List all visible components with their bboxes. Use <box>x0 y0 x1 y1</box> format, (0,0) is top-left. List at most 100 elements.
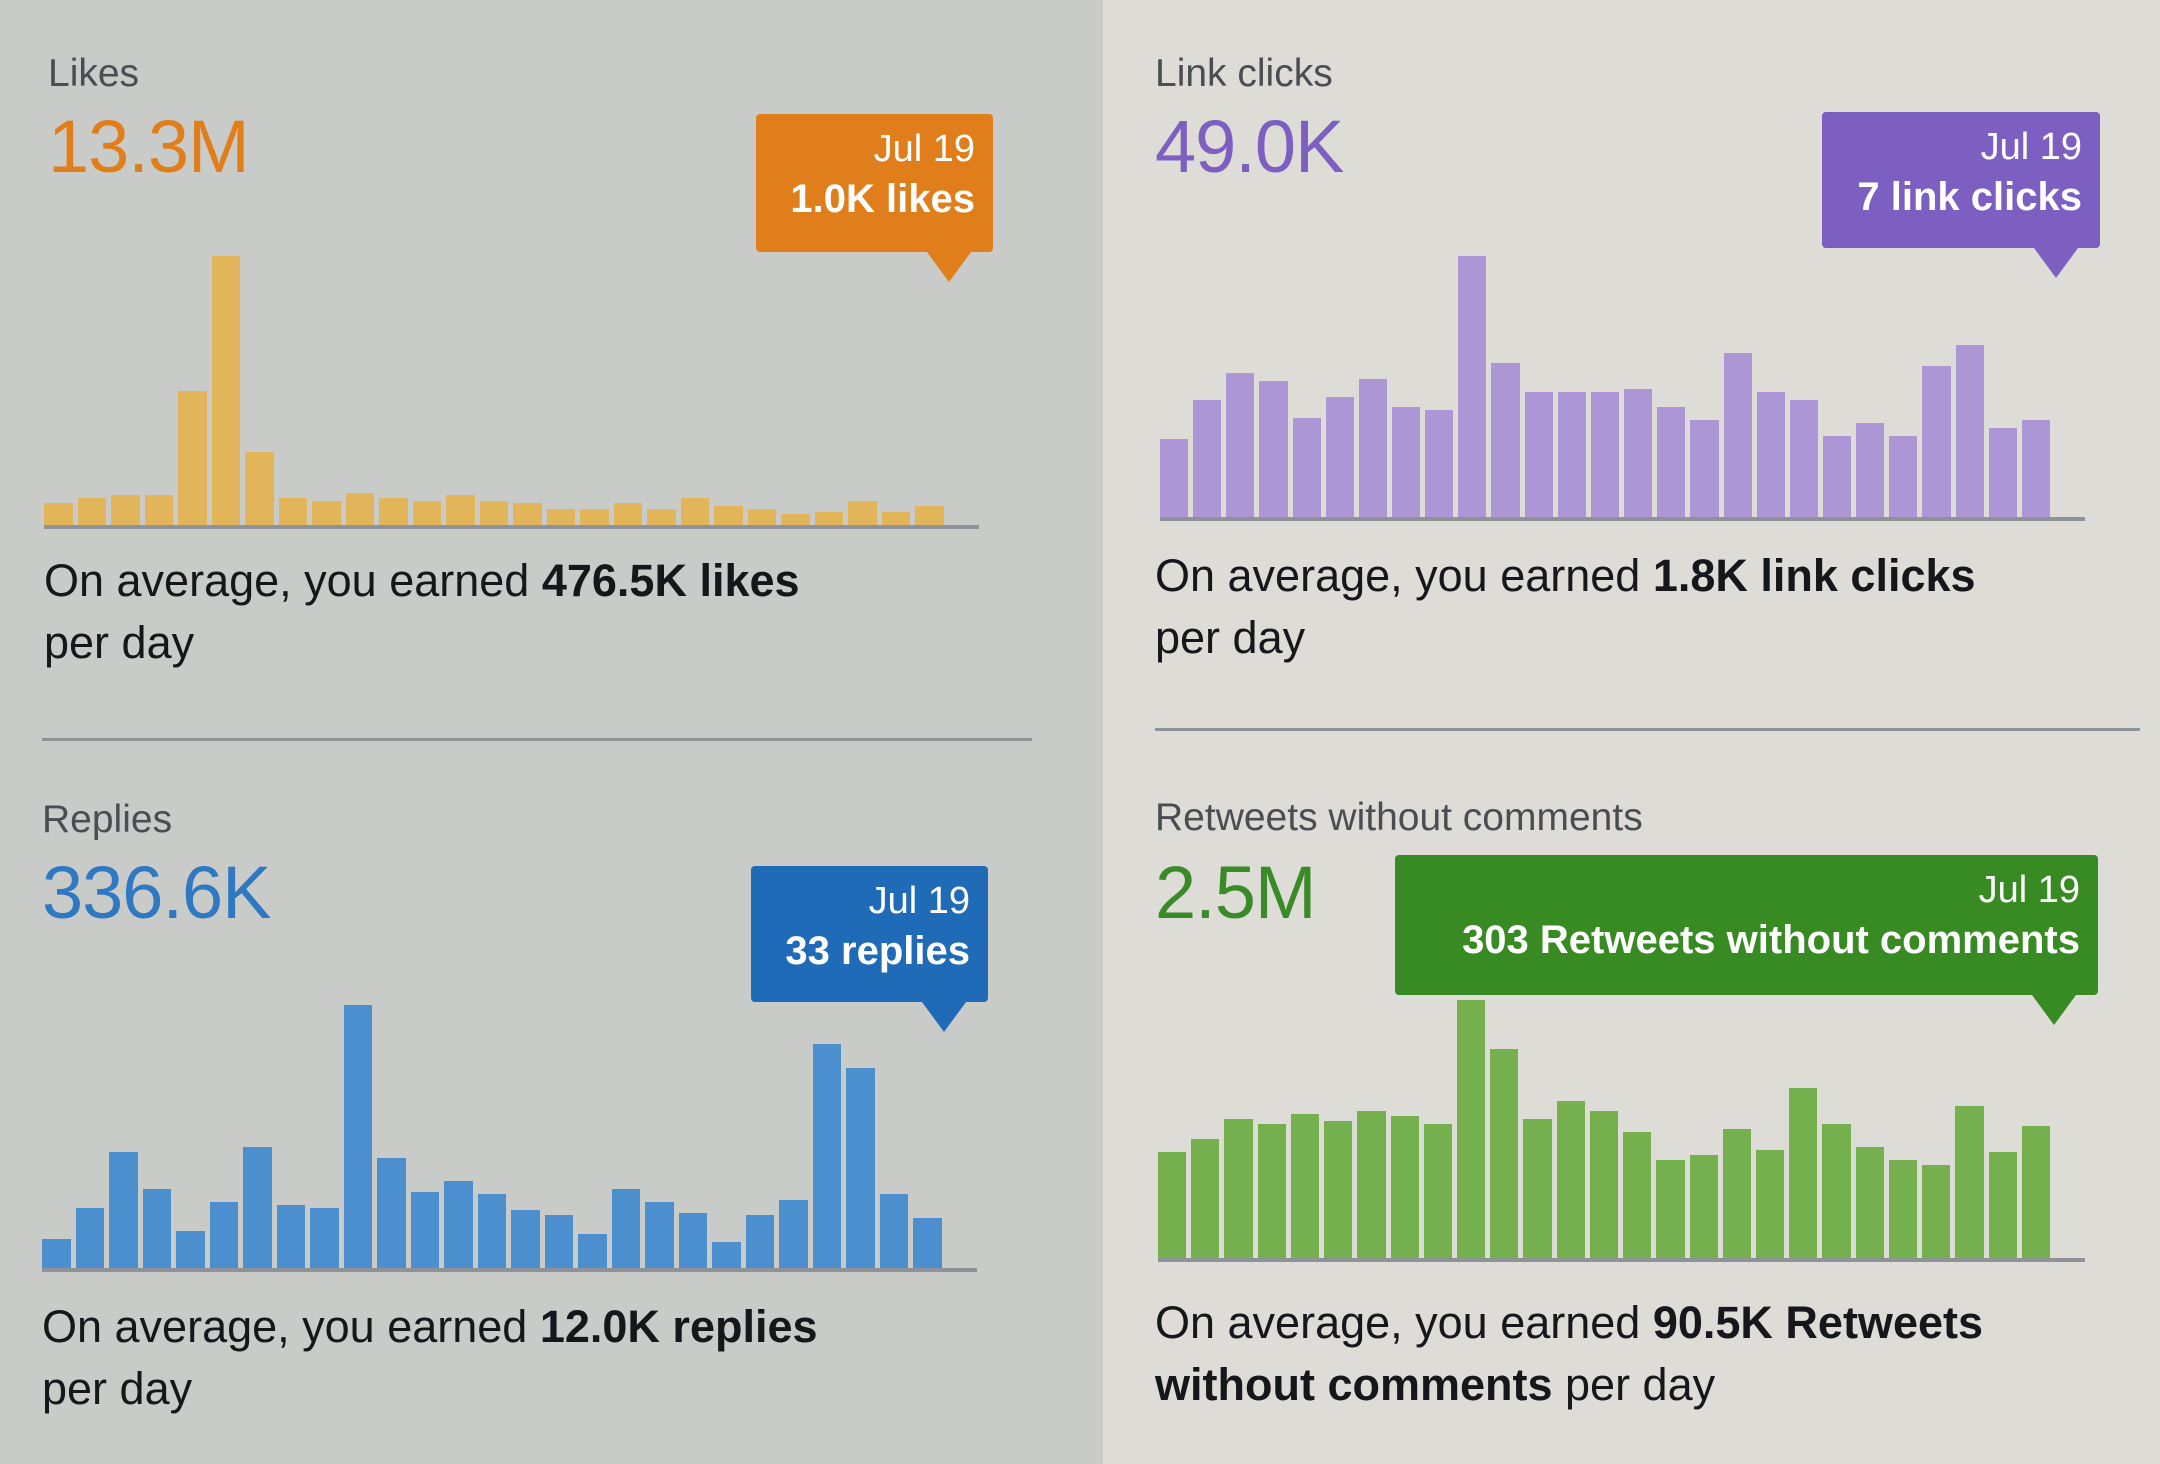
bar[interactable] <box>1524 391 1553 517</box>
bar[interactable] <box>1226 373 1255 517</box>
bar[interactable] <box>1955 1105 1984 1258</box>
bar[interactable] <box>1723 352 1752 517</box>
bar[interactable] <box>779 1199 808 1268</box>
bar[interactable] <box>814 511 844 525</box>
bar[interactable] <box>345 492 375 525</box>
bar[interactable] <box>1988 1152 2017 1258</box>
bar[interactable] <box>111 495 140 525</box>
bar[interactable] <box>1392 407 1421 517</box>
bar[interactable] <box>1657 407 1686 517</box>
bar[interactable] <box>1589 1110 1619 1258</box>
bar[interactable] <box>513 503 542 525</box>
bar[interactable] <box>1191 1139 1220 1258</box>
bar[interactable] <box>77 498 107 525</box>
bar[interactable] <box>680 498 710 525</box>
bar[interactable] <box>343 1005 373 1268</box>
bar[interactable] <box>1257 1123 1286 1258</box>
bar[interactable] <box>42 1239 71 1268</box>
bar[interactable] <box>477 1194 507 1268</box>
bar[interactable] <box>1423 1123 1452 1258</box>
bar[interactable] <box>44 503 73 525</box>
bar[interactable] <box>1822 1123 1851 1258</box>
bar[interactable] <box>1358 378 1388 517</box>
bar[interactable] <box>1722 1129 1751 1258</box>
bar[interactable] <box>544 1215 574 1268</box>
bar[interactable] <box>1458 256 1487 517</box>
bar[interactable] <box>1324 1121 1353 1258</box>
bar[interactable] <box>645 1202 674 1268</box>
bar[interactable] <box>613 503 643 525</box>
bar[interactable] <box>1523 1118 1552 1258</box>
bar[interactable] <box>178 390 207 525</box>
bar[interactable] <box>1224 1118 1253 1258</box>
bar[interactable] <box>1357 1110 1386 1258</box>
bar[interactable] <box>1889 436 1918 517</box>
bar[interactable] <box>678 1212 708 1268</box>
bar[interactable] <box>1491 363 1520 517</box>
bar[interactable] <box>1457 1000 1486 1258</box>
bar[interactable] <box>1888 1159 1918 1258</box>
bar[interactable] <box>1158 1152 1187 1258</box>
bar[interactable] <box>109 1152 138 1268</box>
bar[interactable] <box>1390 1116 1419 1258</box>
bar[interactable] <box>1556 1100 1585 1258</box>
bar[interactable] <box>1789 399 1818 517</box>
bar[interactable] <box>1955 344 1984 517</box>
bar[interactable] <box>2021 1126 2050 1258</box>
bar[interactable] <box>312 500 341 525</box>
bar[interactable] <box>712 1241 741 1268</box>
bar[interactable] <box>1624 389 1653 517</box>
bar[interactable] <box>209 1202 239 1268</box>
bar[interactable] <box>1290 1113 1320 1258</box>
bar[interactable] <box>1557 391 1586 517</box>
bar[interactable] <box>747 508 777 525</box>
bar[interactable] <box>714 506 743 525</box>
bar[interactable] <box>1922 1165 1951 1258</box>
bar[interactable] <box>846 1068 875 1268</box>
bar[interactable] <box>1292 417 1321 517</box>
bar[interactable] <box>1856 423 1885 517</box>
bar[interactable] <box>211 256 241 525</box>
bar[interactable] <box>647 508 676 525</box>
bar[interactable] <box>75 1207 105 1268</box>
bar[interactable] <box>379 498 408 525</box>
bar[interactable] <box>1623 1131 1652 1258</box>
bar[interactable] <box>1855 1147 1884 1258</box>
bar[interactable] <box>1425 410 1454 517</box>
bar[interactable] <box>1690 420 1719 517</box>
bar[interactable] <box>245 452 274 525</box>
bar[interactable] <box>915 506 944 525</box>
bar[interactable] <box>1756 1149 1785 1258</box>
bar[interactable] <box>2021 420 2050 517</box>
bar[interactable] <box>1590 391 1620 517</box>
bar[interactable] <box>913 1218 942 1268</box>
bar[interactable] <box>479 500 509 525</box>
bar[interactable] <box>511 1210 540 1268</box>
bar[interactable] <box>278 498 308 525</box>
bar[interactable] <box>1922 365 1951 517</box>
bar[interactable] <box>580 508 609 525</box>
bar[interactable] <box>144 495 174 525</box>
bar[interactable] <box>142 1189 172 1268</box>
bar[interactable] <box>1259 381 1288 517</box>
bar[interactable] <box>1988 428 2017 517</box>
bar[interactable] <box>1756 391 1785 517</box>
bar[interactable] <box>881 511 911 525</box>
bar[interactable] <box>1160 438 1189 517</box>
bar[interactable] <box>1656 1159 1685 1258</box>
bar[interactable] <box>377 1157 406 1268</box>
bar[interactable] <box>1822 436 1852 517</box>
bar[interactable] <box>176 1231 205 1268</box>
bar[interactable] <box>848 500 877 525</box>
bar[interactable] <box>812 1044 842 1268</box>
bar[interactable] <box>1490 1049 1519 1258</box>
bar[interactable] <box>410 1191 440 1268</box>
bar[interactable] <box>1789 1087 1818 1258</box>
bar[interactable] <box>745 1215 775 1268</box>
bar[interactable] <box>276 1204 306 1268</box>
bar[interactable] <box>446 495 475 525</box>
bar[interactable] <box>781 514 810 525</box>
bar[interactable] <box>1193 399 1222 517</box>
bar[interactable] <box>1689 1154 1718 1258</box>
bar[interactable] <box>578 1233 607 1268</box>
